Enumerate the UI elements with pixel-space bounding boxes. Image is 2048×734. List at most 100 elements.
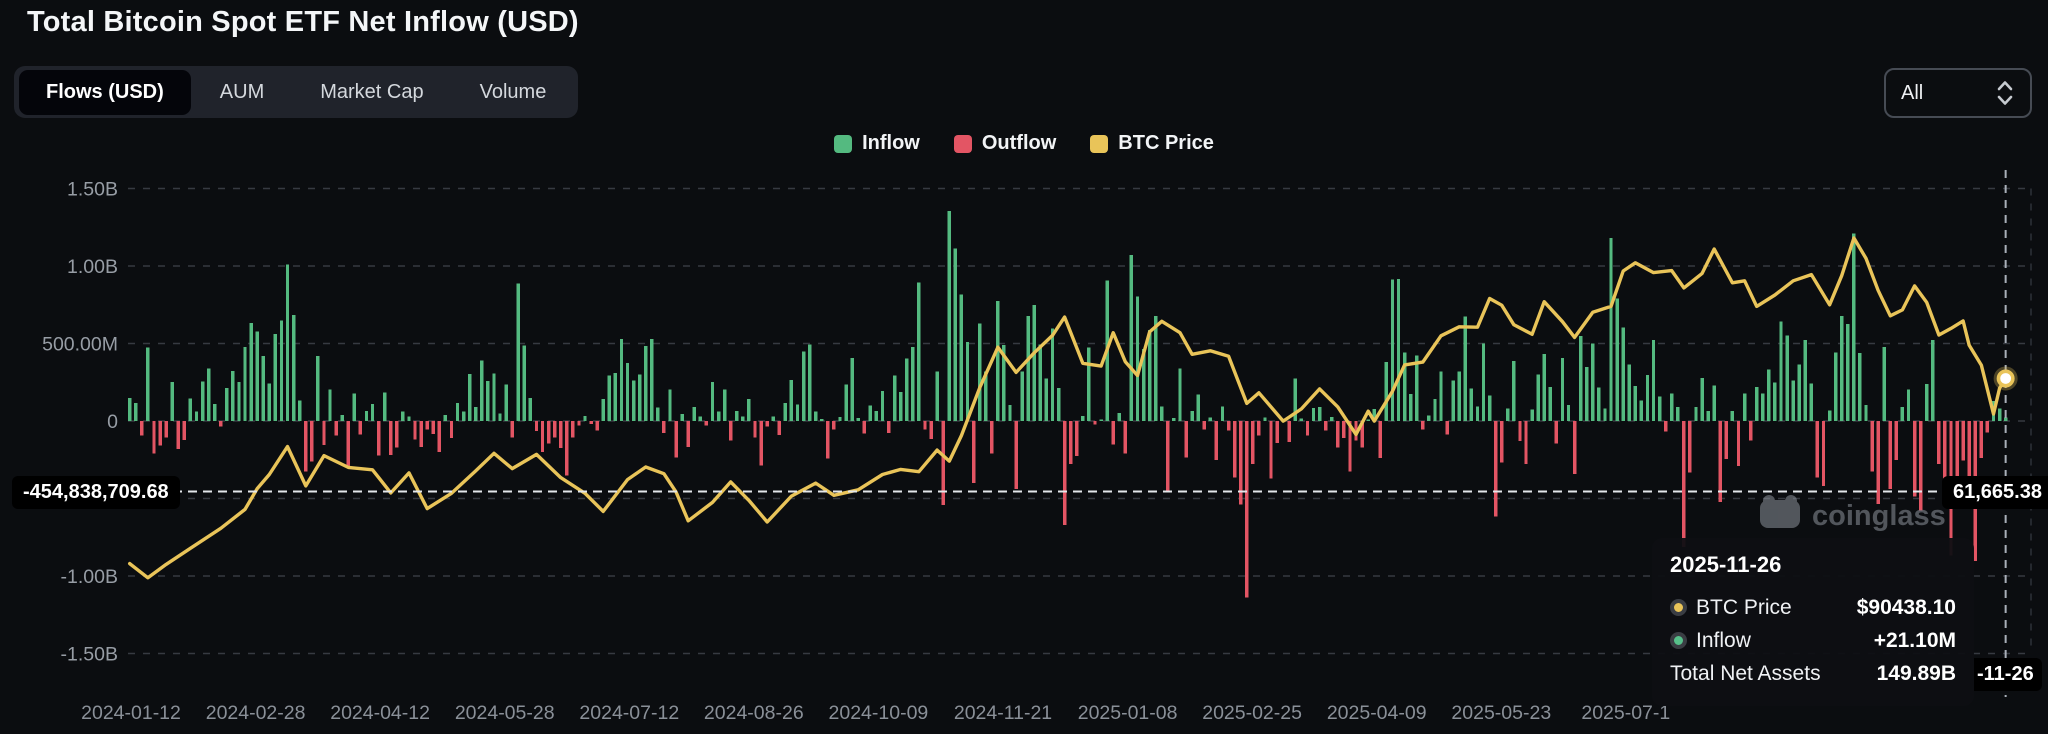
inflow-bar	[1172, 418, 1176, 421]
outflow-bar	[358, 421, 363, 435]
outflow-bar	[419, 421, 423, 447]
inflow-bar	[285, 264, 290, 421]
inflow-bar	[1160, 406, 1164, 421]
inflow-bar	[1117, 412, 1121, 421]
outflow-bar	[1123, 421, 1127, 454]
inflow-bar	[984, 371, 988, 421]
inflow-bar	[820, 419, 824, 421]
inflow-bar	[583, 416, 587, 421]
outflow-bar	[1918, 421, 1923, 511]
inflow-bar	[1415, 355, 1419, 421]
outflow-bar	[389, 421, 393, 455]
inflow-bar	[771, 416, 775, 421]
inflow-bar	[905, 358, 909, 421]
tooltip-row-label: Inflow	[1696, 628, 1751, 652]
outflow-bar	[431, 421, 435, 435]
inflow-bar	[1785, 335, 1789, 421]
page-title: Total Bitcoin Spot ETF Net Inflow (USD)	[27, 6, 579, 38]
outflow-bar	[176, 421, 180, 449]
range-filter-dropdown[interactable]: All	[1884, 68, 2032, 118]
tooltip-date: 2025-11-26	[1670, 552, 1782, 577]
inflow-bar	[1026, 316, 1030, 421]
inflow-bar	[1512, 361, 1516, 421]
inflow-bar	[1263, 417, 1267, 421]
inflow-bar	[795, 404, 800, 421]
inflow-bar	[650, 338, 654, 422]
outflow-bar	[158, 421, 162, 446]
outflow-bar	[346, 421, 350, 468]
inflow-bar	[1591, 343, 1595, 421]
inflow-bar	[1536, 374, 1540, 421]
inflow-bar	[200, 381, 205, 421]
outflow-bar	[777, 421, 781, 436]
outflow-bar	[164, 421, 168, 438]
inflow-bar	[364, 411, 369, 421]
inflow-bar	[838, 417, 842, 421]
x-axis-tick-label: 2024-04-12	[330, 702, 430, 724]
outflow-bar	[376, 421, 381, 456]
tab-aum[interactable]: AUM	[219, 80, 265, 103]
inflow-bar	[1141, 349, 1146, 421]
inflow-bar	[1208, 417, 1212, 421]
x-axis-tick-label: 2025-07-1	[1581, 702, 1670, 724]
x-axis-tick-label: 2025-01-08	[1078, 702, 1178, 724]
watermark-logo-icon	[1760, 500, 1800, 528]
inflow-bar	[892, 375, 897, 421]
outflow-bar	[1269, 421, 1273, 479]
inflow-bar	[625, 362, 630, 421]
crosshair-y-value-right: 61,665.38	[1942, 476, 2048, 509]
inflow-bar	[899, 391, 903, 421]
outflow-bar	[1524, 421, 1528, 465]
inflow-bar	[1293, 378, 1297, 421]
outflow-bar	[1226, 421, 1231, 431]
inflow-bar	[370, 403, 375, 421]
outflow-bar	[729, 421, 733, 441]
outflow-bar	[1955, 421, 1959, 498]
tab-flows-usd[interactable]: Flows (USD)	[19, 69, 191, 115]
inflow-bar	[1864, 405, 1868, 421]
inflow-bar	[977, 323, 982, 422]
outflow-bar	[1202, 421, 1206, 430]
outflow-bar	[534, 421, 539, 431]
tooltip-row: Total Net Assets 149.89B	[1670, 657, 1956, 690]
inflow-bar	[170, 382, 174, 421]
flow-bars	[128, 210, 2008, 598]
inflow-bar	[947, 210, 951, 421]
inflow-bar	[1384, 361, 1389, 421]
inflow-bar	[1645, 375, 1650, 421]
inflow-bar	[607, 375, 611, 421]
outflow-bar	[1062, 421, 1067, 525]
inflow-bar	[1700, 378, 1704, 421]
inflow-bar	[1530, 409, 1534, 421]
inflow-bar	[352, 393, 356, 421]
outflow-bar	[1257, 421, 1261, 436]
inflow-bar	[716, 411, 721, 421]
inflow-bar	[1931, 339, 1935, 421]
x-axis-tick-label: 2024-11-21	[954, 702, 1052, 724]
inflow-bar	[194, 411, 199, 421]
inflow-bar	[680, 414, 684, 421]
tab-market-cap[interactable]: Market Cap	[320, 80, 424, 103]
inflow-bar	[1597, 387, 1601, 421]
inflow-bar	[134, 403, 138, 421]
inflow-bar	[844, 384, 848, 421]
inflow-bar	[1147, 329, 1152, 421]
inflow-bar	[1803, 340, 1807, 421]
y-axis-tick-label: 1.50B	[67, 179, 118, 201]
inflow-bar	[1020, 371, 1024, 421]
outflow-bar	[182, 421, 186, 441]
outflow-bar	[674, 421, 678, 458]
btc-price-line	[127, 236, 2008, 580]
inflow-bar	[668, 389, 672, 421]
inflow-bar	[261, 355, 265, 421]
inflow-bar	[692, 407, 696, 421]
inflow-bar	[486, 381, 490, 421]
inflow-bar	[1834, 352, 1838, 421]
x-axis-tick-label: 2024-02-28	[206, 702, 306, 724]
inflow-bar	[407, 416, 411, 422]
outflow-bar	[395, 421, 399, 448]
tab-volume[interactable]: Volume	[479, 80, 547, 103]
outflow-bar	[1214, 421, 1219, 460]
inflow-bar	[1585, 366, 1589, 422]
